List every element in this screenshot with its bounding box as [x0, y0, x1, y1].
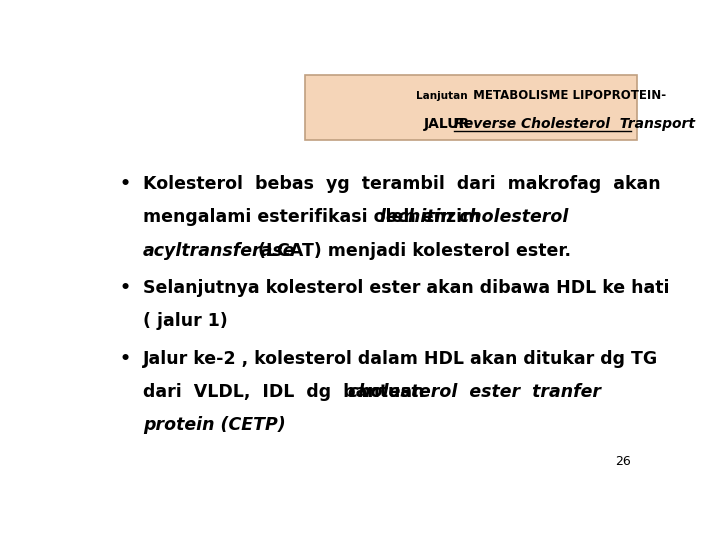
FancyBboxPatch shape — [305, 75, 637, 140]
Text: METABOLISME LIPOPROTEIN-: METABOLISME LIPOPROTEIN- — [469, 89, 666, 102]
Text: cholesterol  ester  tranfer: cholesterol ester tranfer — [348, 383, 601, 401]
Text: 26: 26 — [616, 455, 631, 468]
Text: acyltransferase: acyltransferase — [143, 241, 295, 260]
Text: (LCAT) menjadi kolesterol ester.: (LCAT) menjadi kolesterol ester. — [252, 241, 571, 260]
Text: •: • — [119, 349, 130, 368]
Text: Lanjutan: Lanjutan — [416, 91, 468, 101]
Text: Selanjutnya kolesterol ester akan dibawa HDL ke hati: Selanjutnya kolesterol ester akan dibawa… — [143, 279, 670, 297]
Text: lechitin cholesterol: lechitin cholesterol — [380, 208, 569, 226]
Text: ( jalur 1): ( jalur 1) — [143, 312, 228, 330]
Text: •: • — [119, 175, 130, 193]
Text: dari  VLDL,  IDL  dg  bantuan: dari VLDL, IDL dg bantuan — [143, 383, 431, 401]
Text: mengalami esterifikasi oleh enzim: mengalami esterifikasi oleh enzim — [143, 208, 486, 226]
Text: JALUR: JALUR — [423, 117, 474, 131]
Text: Reverse Cholesterol  Transport: Reverse Cholesterol Transport — [454, 117, 695, 131]
Text: •: • — [119, 279, 130, 297]
Text: Jalur ke-2 , kolesterol dalam HDL akan ditukar dg TG: Jalur ke-2 , kolesterol dalam HDL akan d… — [143, 349, 658, 368]
Text: Kolesterol  bebas  yg  terambil  dari  makrofag  akan: Kolesterol bebas yg terambil dari makrof… — [143, 175, 661, 193]
Text: protein (CETP): protein (CETP) — [143, 416, 286, 434]
